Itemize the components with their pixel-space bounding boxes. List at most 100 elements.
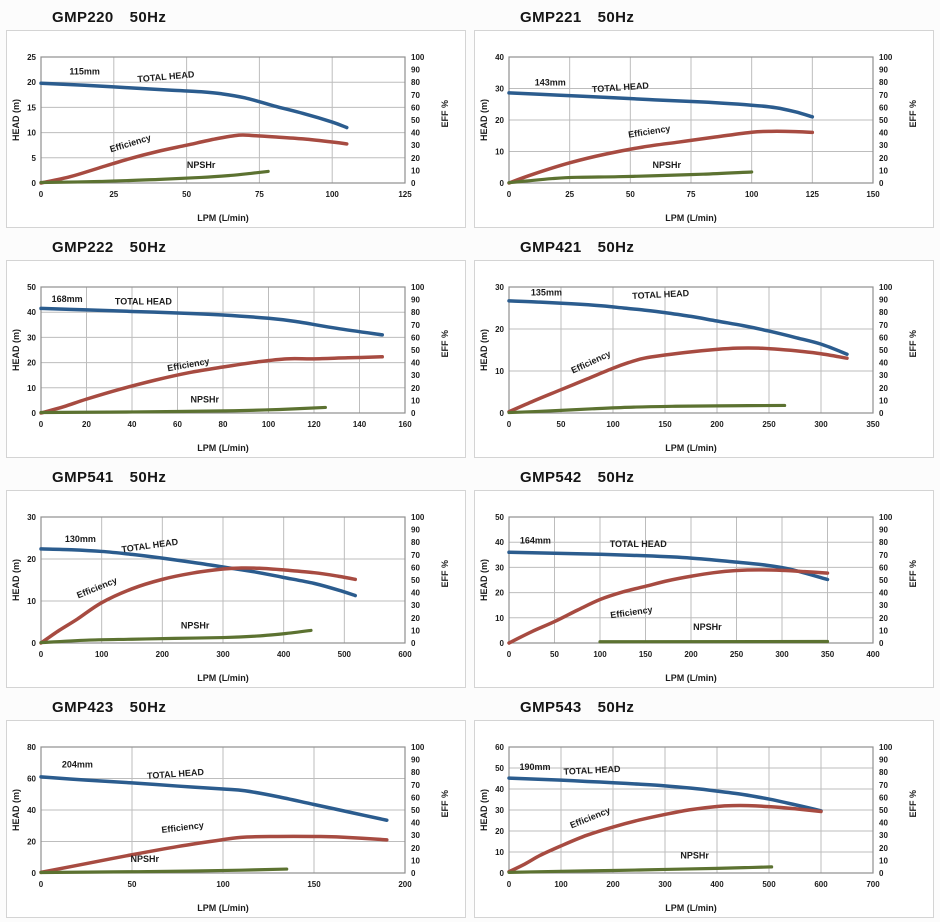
y-right-tick-label: 20: [879, 154, 888, 163]
curve-annotation: Efficiency: [568, 805, 611, 830]
chart-model-label: GMP421: [520, 239, 582, 256]
y-left-tick-label: 30: [495, 806, 504, 815]
y-left-tick-label: 0: [500, 179, 505, 188]
x-tick-label: 75: [255, 190, 264, 199]
chart-cell-gmp220: GMP220 50Hz 0 25 50 75 100 125 0 5 10 15 20 25 0 10 20 3…: [6, 4, 470, 228]
y-right-tick-label: 20: [411, 844, 420, 853]
x-tick-label: 150: [866, 190, 880, 199]
x-tick-label: 250: [762, 420, 776, 429]
y-left-tick-label: 30: [27, 333, 36, 342]
y-left-tick-label: 40: [495, 785, 504, 794]
y-left-tick-label: 0: [32, 409, 37, 418]
y-right-tick-label: 90: [411, 296, 420, 305]
y-right-tick-label: 70: [879, 91, 888, 100]
curve-annotation: TOTAL HEAD: [121, 537, 179, 555]
curve-annotation: TOTAL HEAD: [115, 297, 173, 307]
chart-freq-label: 50Hz: [129, 9, 167, 26]
x-tick-label: 100: [326, 190, 340, 199]
x-axis-title: LPM (L/min): [197, 903, 249, 913]
x-tick-label: 0: [39, 420, 44, 429]
x-axis-title: LPM (L/min): [665, 673, 717, 683]
y-right-axis-title: EFF %: [440, 330, 450, 358]
y-right-tick-label: 100: [879, 283, 893, 292]
curve-annotation: NPSHr: [693, 622, 722, 632]
series-efficiency: [39, 355, 384, 415]
curve-annotation: TOTAL HEAD: [592, 80, 650, 94]
x-axis-title: LPM (L/min): [665, 903, 717, 913]
chart-panel: 0 100 200 300 400 500 600 700 0 10 20 30 40 50 60 0 10 20…: [474, 720, 934, 918]
chart-cell-gmp423: GMP423 50Hz 0 50 100 150 200 0 20 40 60 80 0 10 20 30 4…: [6, 694, 470, 918]
curve-annotation: Efficiency: [161, 820, 204, 835]
chart-cell-gmp542: GMP542 50Hz 0 50 100 150 200 250 300 350 400 0 10 20…: [474, 464, 938, 688]
chart-panel: 0 25 50 75 100 125 0 5 10 15 20 25 0 10 20 30 40 50 60 70 80…: [6, 30, 466, 228]
y-right-tick-label: 30: [411, 371, 420, 380]
y-right-tick-label: 20: [879, 384, 888, 393]
y-right-tick-label: 40: [879, 359, 888, 368]
y-left-tick-label: 80: [27, 743, 36, 752]
y-right-tick-label: 50: [879, 116, 888, 125]
plot-border: [508, 746, 874, 874]
y-right-tick-label: 60: [879, 103, 888, 112]
chart-freq-label: 50Hz: [597, 699, 635, 716]
series-efficiency: [39, 133, 349, 185]
pump-curve-chart-gmp543: 0 100 200 300 400 500 600 700010203040506001020…: [479, 743, 918, 913]
y-left-tick-label: 10: [27, 129, 36, 138]
y-right-tick-label: 20: [879, 614, 888, 623]
series-total_head: [507, 776, 823, 813]
x-tick-label: 200: [398, 880, 412, 889]
x-tick-label: 100: [216, 880, 230, 889]
y-right-tick-label: 100: [411, 513, 425, 522]
y-left-tick-label: 10: [495, 848, 504, 857]
pump-curve-chart-gmp421: 0 50 100 150 200 250 300 3500102030010203040506…: [479, 283, 918, 453]
chart-title: GMP222 50Hz: [6, 234, 470, 260]
x-tick-label: 0: [507, 650, 512, 659]
series-efficiency: [507, 568, 830, 645]
x-tick-label: 150: [658, 420, 672, 429]
y-left-tick-label: 30: [495, 85, 504, 94]
x-tick-label: 40: [128, 420, 137, 429]
chart-panel: 0 100 200 300 400 500 600 0 10 20 30 0 10 20 30 40 50 60 7…: [6, 490, 466, 688]
series-total_head: [507, 299, 849, 356]
y-right-axis-title: EFF %: [908, 330, 918, 358]
y-right-tick-label: 30: [879, 601, 888, 610]
y-left-tick-label: 25: [27, 53, 36, 62]
x-axis-title: LPM (L/min): [197, 213, 249, 223]
y-left-tick-label: 40: [27, 806, 36, 815]
plot-border: [40, 516, 406, 644]
pump-curve-chart-gmp423: 0 50 100 150 200 0 20 40 60 80 0 10 20 30 40 50 60 70 80 90…: [11, 743, 450, 913]
y-right-tick-label: 60: [411, 103, 420, 112]
pump-curve-chart-gmp541: 0 100 200 300 400 500 600010203001020304050607…: [11, 513, 450, 683]
x-tick-label: 300: [658, 880, 672, 889]
x-axis-title: LPM (L/min): [665, 213, 717, 223]
y-left-tick-label: 40: [27, 308, 36, 317]
y-left-tick-label: 50: [495, 513, 504, 522]
y-right-tick-label: 60: [411, 333, 420, 342]
y-left-tick-label: 5: [32, 154, 37, 163]
y-right-tick-label: 40: [411, 359, 420, 368]
curve-annotation: TOTAL HEAD: [632, 288, 690, 301]
y-left-tick-label: 0: [500, 409, 505, 418]
x-tick-label: 600: [398, 650, 412, 659]
y-left-tick-label: 10: [495, 614, 504, 623]
x-tick-label: 120: [307, 420, 321, 429]
y-left-tick-label: 0: [32, 179, 37, 188]
series-npshr: [39, 628, 313, 645]
plot-border: [508, 286, 874, 414]
y-right-tick-label: 60: [411, 563, 420, 572]
chart-title: GMP220 50Hz: [6, 4, 470, 30]
y-left-axis-title: HEAD (m): [11, 99, 21, 141]
y-right-tick-label: 0: [411, 409, 416, 418]
plot-border: [508, 56, 874, 184]
y-right-tick-label: 90: [879, 526, 888, 535]
chart-freq-label: 50Hz: [597, 469, 635, 486]
y-right-tick-label: 70: [411, 551, 420, 560]
y-right-tick-label: 10: [879, 396, 888, 405]
y-right-tick-label: 40: [411, 589, 420, 598]
y-left-axis-title: HEAD (m): [11, 789, 21, 831]
chart-model-label: GMP222: [52, 239, 114, 256]
chart-freq-label: 50Hz: [129, 469, 167, 486]
y-right-tick-label: 10: [411, 856, 420, 865]
y-right-tick-label: 30: [411, 831, 420, 840]
y-right-tick-label: 0: [879, 869, 884, 878]
y-right-tick-label: 10: [879, 166, 888, 175]
